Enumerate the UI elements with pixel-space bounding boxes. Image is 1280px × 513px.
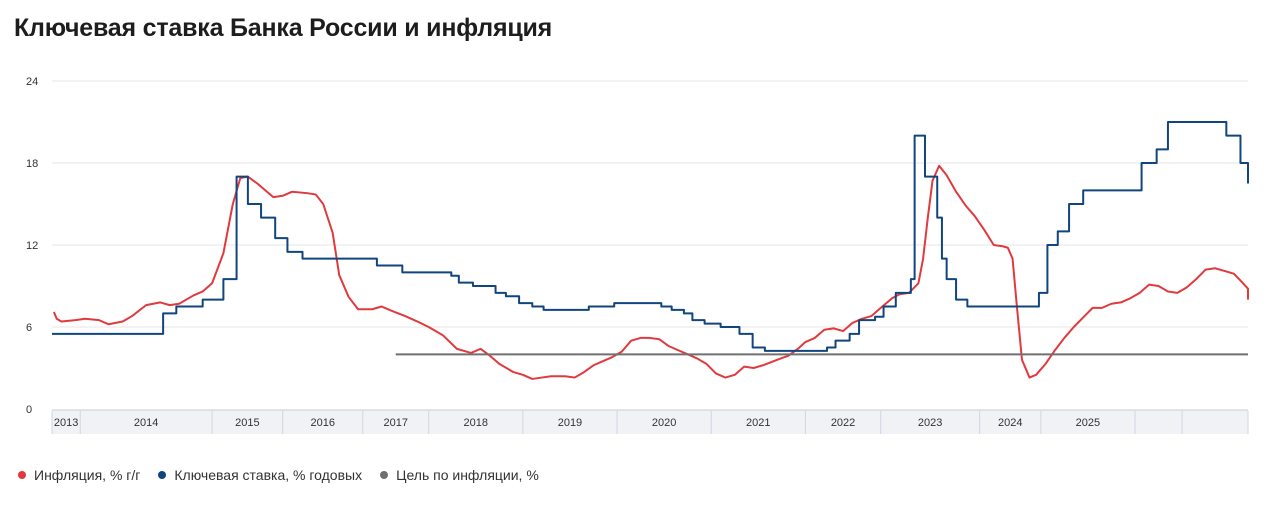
x-tick-label-2013: 2013 <box>54 417 78 429</box>
legend-dot-key-rate <box>158 471 167 479</box>
x-tick-label-2017: 2017 <box>383 417 407 429</box>
series-line-inflation <box>52 164 1249 380</box>
x-tick-label-2023: 2023 <box>918 417 942 429</box>
x-tick-label-2015: 2015 <box>235 417 259 429</box>
legend-label-key-rate: Ключевая ставка, % годовых <box>174 467 363 483</box>
y-tick-label-12: 12 <box>26 240 38 252</box>
legend-label-inflation-target: Цель по инфляции, % <box>396 467 539 483</box>
legend-item-inflation-target[interactable]: Цель по инфляции, % <box>380 467 539 483</box>
x-tick-label-2020: 2020 <box>652 417 676 429</box>
series-line-key-rate <box>52 121 1249 352</box>
x-tick-label-2018: 2018 <box>464 417 488 429</box>
y-tick-label-24: 24 <box>26 76 38 88</box>
x-tick-label-2014: 2014 <box>134 417 158 429</box>
series-lines <box>52 121 1249 380</box>
legend-dot-inflation-target <box>380 471 389 479</box>
grid-lines <box>52 80 1248 328</box>
y-tick-label-6: 6 <box>26 322 32 334</box>
y-tick-label-18: 18 <box>26 158 38 170</box>
legend-label-inflation: Инфляция, % г/г <box>34 467 141 483</box>
x-axis-year-bar: 2013 2014 2015 2016 2017 2018 2019 2020 2021 2022… <box>51 409 1249 434</box>
x-tick-label-2024: 2024 <box>998 417 1022 429</box>
legend-item-inflation[interactable]: Инфляция, % г/г <box>18 467 140 483</box>
x-tick-label-2016: 2016 <box>311 417 335 429</box>
x-tick-label-2019: 2019 <box>558 417 582 429</box>
x-tick-label-2021: 2021 <box>746 417 770 429</box>
x-tick-label-2022: 2022 <box>831 417 855 429</box>
y-tick-label-0: 0 <box>26 404 32 416</box>
x-tick-label-2025: 2025 <box>1076 417 1100 429</box>
legend-dot-inflation <box>18 471 26 479</box>
y-axis-ticks: 0 6 12 18 24 <box>26 76 38 416</box>
legend-item-key-rate[interactable]: Ключевая ставка, % годовых <box>158 467 362 483</box>
legend: Инфляция, % г/г Ключевая ставка, % годов… <box>18 467 539 483</box>
chart-title: Ключевая ставка Банка России и инфляция <box>14 14 553 42</box>
year-bar-background <box>52 410 1248 434</box>
